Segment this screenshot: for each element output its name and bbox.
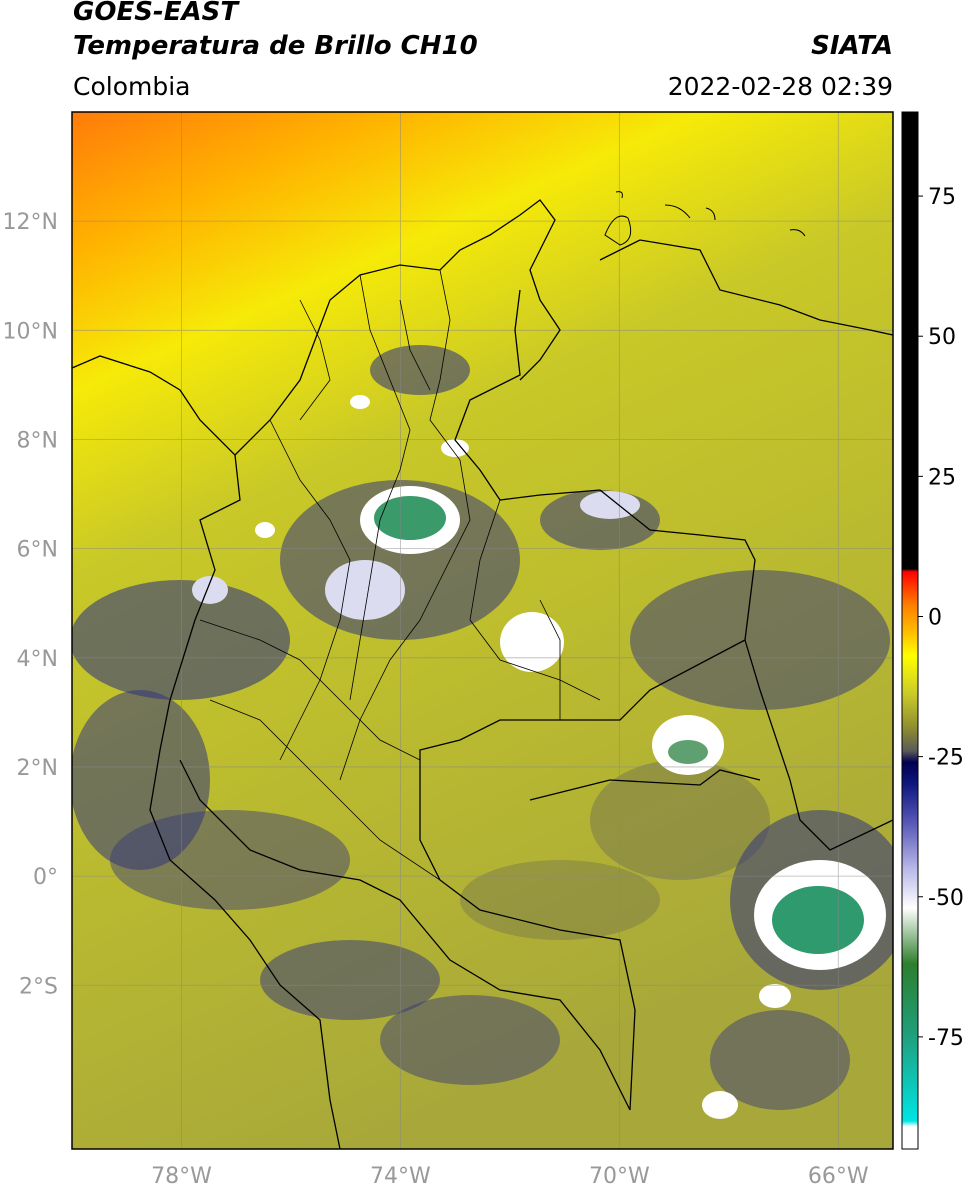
lat-tick-label: 2°S <box>19 974 58 999</box>
lat-tick-label: 6°N <box>17 538 58 563</box>
lon-tick-label: 66°W <box>808 1164 869 1189</box>
lat-tick-label: 0° <box>33 865 58 890</box>
colorbar-ticks: 75 50 25 0 -25 -50 -75 <box>918 185 964 1051</box>
source-label: SIATA <box>811 31 893 61</box>
timestamp-label: 2022-02-28 02:39 <box>667 72 893 101</box>
satellite-title: GOES-EAST <box>73 0 239 27</box>
longitude-labels: 78°W 74°W 70°W 66°W <box>151 1164 869 1189</box>
colorbar <box>902 112 918 1149</box>
colorbar-frame <box>901 111 919 1150</box>
latitude-labels: 12°N 10°N 8°N 6°N 4°N 2°N 0° 2°S <box>3 210 58 999</box>
lon-tick-label: 70°W <box>589 1164 650 1189</box>
internal-borders <box>199 269 601 881</box>
region-label: Colombia <box>73 72 191 101</box>
map-area <box>72 112 893 1149</box>
colorbar-tick-label: 75 <box>928 185 956 210</box>
lat-tick-label: 2°N <box>17 756 58 781</box>
map-frame <box>71 111 894 1150</box>
colorbar-tick-label: -25 <box>928 746 964 771</box>
colorbar-tick-label: -50 <box>928 886 964 911</box>
lon-tick-label: 78°W <box>151 1164 212 1189</box>
lon-tick-label: 74°W <box>370 1164 431 1189</box>
colorbar-tick-label: 0 <box>928 605 942 630</box>
lat-tick-label: 8°N <box>17 428 58 453</box>
colorbar-tick-label: 25 <box>928 465 956 490</box>
colorbar-tick-label: 50 <box>928 325 956 350</box>
coastlines-and-borders <box>72 199 893 1149</box>
lat-tick-label: 4°N <box>17 647 58 672</box>
convective-cells <box>192 395 886 1119</box>
graticule <box>72 112 893 1149</box>
islands <box>604 191 806 246</box>
lat-tick-label: 12°N <box>3 210 58 235</box>
colorbar-tick-label: -75 <box>928 1026 964 1051</box>
lat-tick-label: 10°N <box>3 319 58 344</box>
product-title: Temperatura de Brillo CH10 <box>73 31 478 61</box>
